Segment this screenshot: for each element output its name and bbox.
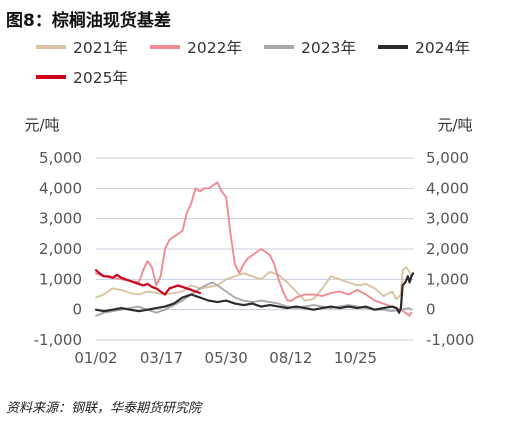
- x-tick-label: 01/02: [74, 349, 117, 367]
- series-line: [95, 266, 413, 302]
- legend-label: 2024年: [415, 39, 470, 57]
- legend-label: 2022年: [187, 39, 242, 57]
- y-axis-left-unit: 元/吨: [24, 116, 59, 134]
- x-tick-label: 10/25: [334, 349, 377, 367]
- series-line: [94, 272, 415, 314]
- source-note: 资料来源：钢联，华泰期货研究院: [6, 401, 202, 416]
- gridlines: [96, 157, 414, 341]
- y-tick-label-left: 3,000: [39, 210, 82, 228]
- y-tick-label-right: 5,000: [426, 149, 469, 167]
- y-tick-label-left: 2,000: [39, 240, 82, 258]
- y-tick-label-left: 1,000: [39, 270, 82, 288]
- x-tick-label: 05/30: [205, 349, 248, 367]
- y-tick-label-right: 4,000: [426, 179, 469, 197]
- y-tick-label-right: 0: [426, 301, 436, 319]
- y-tick-label-right: 3,000: [426, 210, 469, 228]
- y-tick-label-left: -1,000: [34, 331, 82, 349]
- y-tick-label-left: 4,000: [39, 179, 82, 197]
- y-tick-label-right: -1,000: [426, 331, 474, 349]
- y-tick-label-left: 5,000: [39, 149, 82, 167]
- y-axis-right-unit: 元/吨: [437, 116, 472, 134]
- legend-swatch: [150, 45, 180, 49]
- legend-swatch: [378, 45, 408, 49]
- x-axis: 01/02 03/17 05/30 08/12 10/25: [74, 349, 377, 367]
- legend-swatch: [36, 75, 66, 79]
- legend-swatch: [264, 45, 294, 49]
- y-tick-label-right: 1,000: [426, 270, 469, 288]
- x-tick-label: 08/12: [269, 349, 312, 367]
- series-line: [95, 181, 413, 317]
- legend-label: 2025年: [73, 69, 128, 87]
- legend-label: 2023年: [301, 39, 356, 57]
- legend-item: 2025年: [36, 66, 128, 88]
- legend-item: 2021年: [36, 36, 128, 58]
- series-line: [94, 269, 202, 296]
- y-axis-right: -1,000 0 1,000 2,000 3,000 4,000 5,000: [426, 149, 474, 349]
- chart-title: 图8：棕榈油现货基差: [6, 11, 171, 31]
- legend-label: 2021年: [73, 39, 128, 57]
- legend-item: 2022年: [150, 36, 242, 58]
- x-tick-label: 03/17: [140, 349, 183, 367]
- legend-item: 2024年: [378, 36, 470, 58]
- y-tick-label-right: 2,000: [426, 240, 469, 258]
- series-lines: [94, 181, 415, 317]
- y-axis-left: -1,000 0 1,000 2,000 3,000 4,000 5,000: [34, 149, 82, 349]
- legend-item: 2023年: [264, 36, 356, 58]
- y-tick-label-left: 0: [72, 301, 82, 319]
- legend-swatch: [36, 45, 66, 49]
